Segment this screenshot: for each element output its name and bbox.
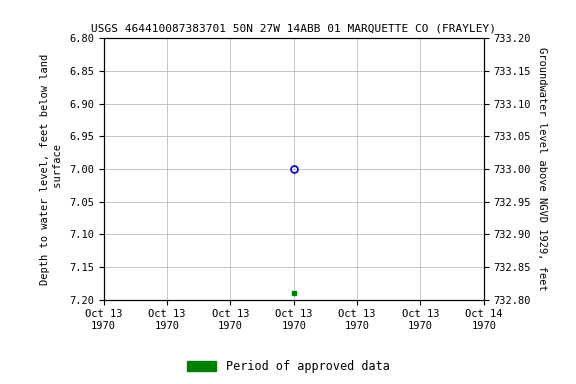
Y-axis label: Groundwater level above NGVD 1929, feet: Groundwater level above NGVD 1929, feet [537, 47, 547, 291]
Title: USGS 464410087383701 50N 27W 14ABB 01 MARQUETTE CO (FRAYLEY): USGS 464410087383701 50N 27W 14ABB 01 MA… [91, 23, 497, 33]
Legend: Period of approved data: Period of approved data [182, 356, 394, 378]
Y-axis label: Depth to water level, feet below land
 surface: Depth to water level, feet below land su… [40, 53, 63, 285]
